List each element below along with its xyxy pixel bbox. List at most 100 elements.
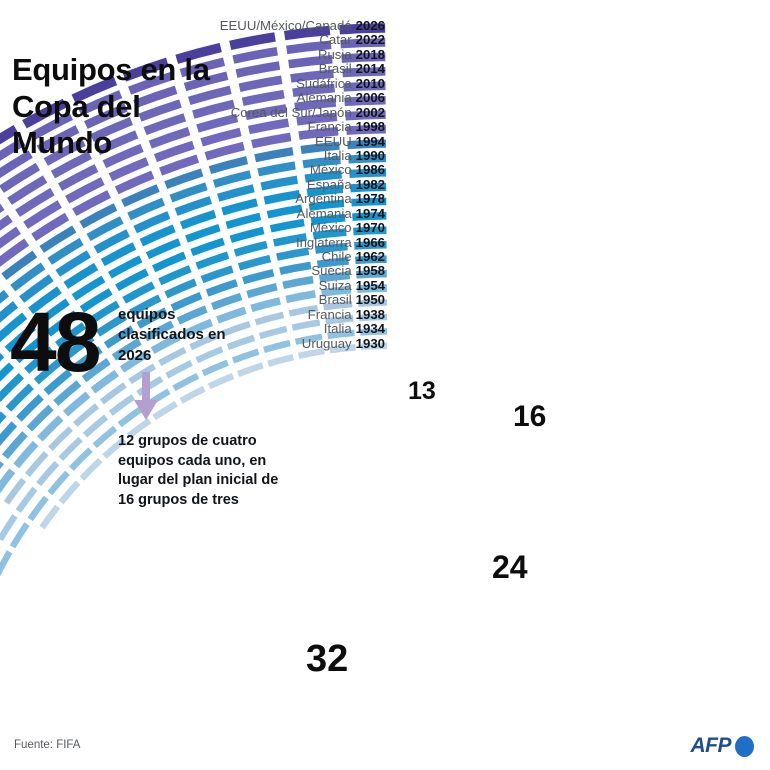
- arc-segment: [57, 164, 99, 191]
- arc-segment: [341, 52, 386, 63]
- arc-segment: [325, 315, 354, 325]
- arc-segment: [246, 283, 278, 299]
- arc-segment: [164, 278, 197, 299]
- arc-segment: [327, 329, 355, 340]
- arc-segment: [115, 268, 149, 292]
- year-label-row: Francia 1998: [100, 119, 385, 134]
- arc-segment: [95, 313, 128, 337]
- arc-segment: [356, 269, 387, 279]
- afp-logo-dot: [735, 735, 754, 757]
- arc-segment: [133, 211, 171, 234]
- arc-segment: [14, 335, 46, 364]
- arc-segment: [314, 242, 348, 254]
- arc-segment: [316, 257, 349, 269]
- arc-segment: [258, 325, 288, 340]
- arc-segment: [93, 229, 130, 254]
- arc-segment: [241, 89, 285, 107]
- arc-segment: [50, 151, 93, 179]
- arc-segment: [250, 297, 281, 313]
- arc-segment: [263, 189, 301, 205]
- year-label: 1994: [355, 133, 385, 149]
- arc-segment: [237, 362, 264, 377]
- host-label: Suiza: [318, 277, 352, 293]
- arc-segment: [232, 46, 278, 64]
- arc-segment: [254, 147, 294, 163]
- arc-segment: [345, 110, 386, 121]
- arc-segment: [0, 362, 15, 382]
- arc-segment: [340, 38, 386, 49]
- source-label: Fuente: FIFA: [14, 739, 81, 751]
- arc-segment: [347, 139, 386, 150]
- arc-segment: [90, 369, 119, 394]
- arc-segment: [321, 285, 352, 297]
- arc-segment: [22, 98, 67, 129]
- page-title: Equipos en la Copa del Mundo: [12, 52, 210, 161]
- arc-segment: [344, 95, 386, 107]
- year-label-row: Alemania 2006: [100, 90, 385, 106]
- arc-segment: [353, 226, 387, 236]
- year-label-row: Suiza 1954: [100, 277, 385, 293]
- arc-segment: [143, 320, 175, 342]
- arc-segment: [282, 275, 314, 290]
- arc-segment: [200, 127, 242, 147]
- arc-segment: [71, 275, 106, 301]
- host-label: Italia: [323, 147, 352, 163]
- arc-segment: [24, 346, 55, 374]
- arc-segment: [55, 250, 91, 277]
- arc-segment: [247, 118, 290, 135]
- arc-segment: [108, 157, 150, 182]
- arc-segment: [145, 238, 181, 260]
- year-label-list: EEUU/México/Canadá 2026 Catar 2022 Rusia 2018…: [100, 18, 385, 351]
- arc-segment: [24, 451, 49, 477]
- year-label-row: EEUU/México/Canadá 2026: [100, 18, 385, 33]
- arc-segment: [318, 271, 351, 283]
- year-label-row: Corea del Sur/Japón 2002: [100, 105, 385, 120]
- arc-segment: [192, 99, 235, 119]
- host-label: Argentina: [295, 191, 352, 207]
- arc-segment: [242, 268, 275, 285]
- year-label-row: Argentina 1978: [100, 192, 385, 206]
- arc-segment: [195, 251, 230, 270]
- arc-segment: [231, 348, 260, 364]
- year-label: 1934: [355, 321, 385, 337]
- year-label-row: Inglaterra 1966: [100, 235, 385, 250]
- year-label: 1982: [355, 176, 385, 192]
- year-label: 1950: [355, 292, 385, 308]
- arc-segment: [29, 112, 74, 141]
- arc-segment: [210, 292, 243, 311]
- arc-segment: [172, 372, 200, 392]
- arc-segment: [4, 323, 37, 353]
- arc-segment: [260, 175, 299, 191]
- year-label: 1930: [355, 335, 385, 351]
- big-number-48: 48: [10, 295, 101, 389]
- arc-segment: [0, 301, 19, 323]
- year-label-row: Italia 1934: [100, 321, 385, 337]
- arc-segment: [207, 373, 235, 390]
- year-label-row: Rusia 2018: [100, 46, 385, 62]
- arc-segment: [102, 143, 144, 169]
- arc-segment: [312, 228, 347, 240]
- arc-segment: [0, 203, 5, 214]
- arc-segment: [81, 357, 111, 383]
- arc-segment: [352, 212, 387, 221]
- arc-segment: [92, 425, 118, 449]
- year-label: 2018: [355, 46, 385, 62]
- arc-segment: [0, 238, 30, 267]
- year-label: 1938: [355, 306, 385, 322]
- host-label: Alemania: [296, 90, 352, 106]
- arc-segment: [204, 141, 245, 161]
- arc-segment: [208, 156, 249, 174]
- arc-segment: [302, 155, 341, 169]
- arc-segment: [0, 162, 41, 193]
- host-label: Uruguay: [301, 335, 352, 351]
- arc-segment: [100, 242, 137, 267]
- arc-segment: [343, 81, 386, 92]
- arc-segment: [54, 322, 87, 349]
- arc-segment: [290, 69, 334, 83]
- arc-segment: [187, 85, 232, 105]
- host-label: EEUU: [315, 133, 352, 149]
- arc-annotation-24: 24: [492, 549, 528, 585]
- arc-segment: [71, 76, 118, 104]
- arc-segment: [3, 477, 27, 505]
